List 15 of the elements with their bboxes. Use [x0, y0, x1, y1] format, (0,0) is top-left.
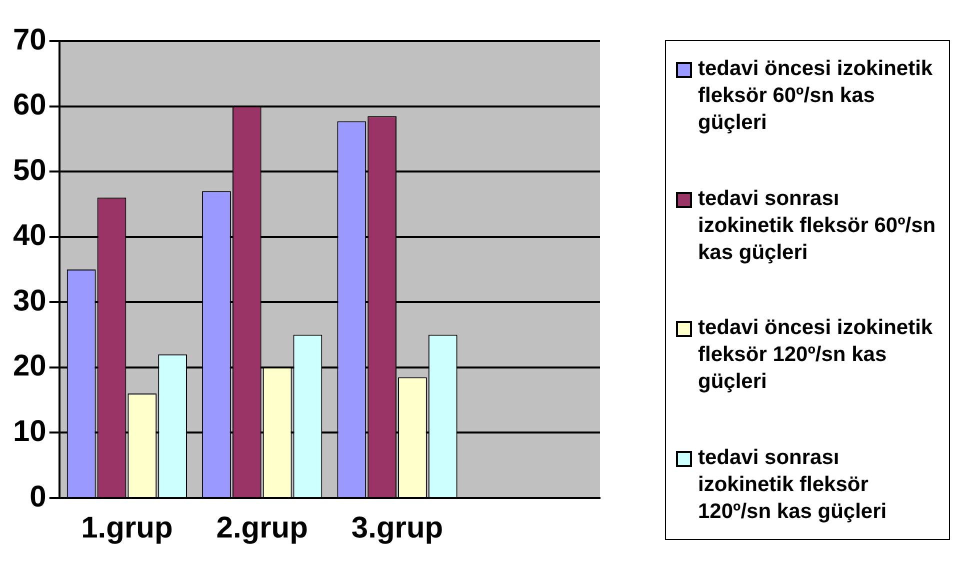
y-tick-label: 50 — [12, 154, 46, 187]
x-tick-label: 3.grup — [351, 511, 444, 544]
x-tick-label: 2.grup — [216, 511, 308, 544]
y-tick-label: 60 — [12, 88, 46, 122]
legend-label: tedavi öncesi izokinetik fleksör 120º/sn kas güçleri — [698, 315, 934, 396]
y-tick-label: 30 — [12, 284, 46, 318]
legend-label: tedavi sonrası izokinetik fleksör 60º/sn kas güçleri — [698, 186, 937, 266]
y-tick-label: 20 — [12, 350, 46, 383]
y-tick-label: 40 — [12, 219, 46, 252]
y-tick-label: 10 — [12, 414, 46, 448]
y-tick-label: 70 — [12, 23, 46, 56]
legend-label: tedavi sonrası izokinetik fleksör 120º/sn kas güçleri — [698, 444, 888, 525]
y-tick-label: 0 — [30, 480, 46, 514]
x-tick-label: 1.grup — [81, 511, 173, 544]
legend-label: tedavi öncesi izokinetik fleksör 60º/sn kas güçleri — [698, 56, 934, 136]
